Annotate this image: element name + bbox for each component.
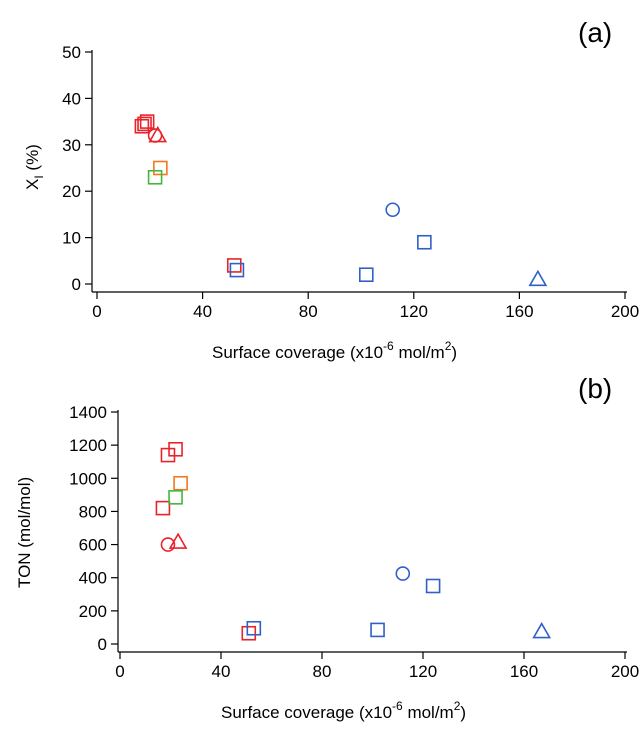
x-tick-label-b-3: 120 bbox=[409, 662, 437, 681]
x-tick-label-a-4: 160 bbox=[505, 302, 533, 321]
points-a bbox=[134, 114, 548, 287]
x-tick-label-a-3: 120 bbox=[400, 302, 428, 321]
data-point-b-9-square bbox=[370, 622, 385, 638]
x-tick-label-b-2: 80 bbox=[313, 662, 332, 681]
x-axis-label-b: Surface coverage (x10-6 mol/m2) bbox=[221, 699, 466, 722]
y-tick-label-a-1: 10 bbox=[62, 229, 81, 248]
y-tick-label-b-0: 0 bbox=[98, 635, 107, 654]
data-point-a-10-circle bbox=[385, 202, 400, 218]
data-point-b-10-circle bbox=[395, 566, 411, 581]
x-axis-label-main-a: Surface coverage (x10 bbox=[212, 343, 383, 362]
x-tick-label-a-1: 40 bbox=[193, 302, 212, 321]
panel-label-b: (b) bbox=[578, 373, 612, 404]
data-point-b-2-square bbox=[168, 441, 183, 457]
x-axis-label-close-a: ) bbox=[451, 343, 457, 362]
y-tick-label-b-4: 800 bbox=[79, 502, 107, 521]
data-point-b-12-triangle bbox=[532, 621, 552, 639]
ticks-b: 0 200 400 600 800 1000 1200 1400 0 40 80 120 160 200 bbox=[69, 403, 639, 681]
x-tick-label-a-0: 0 bbox=[92, 302, 101, 321]
data-point-b-0-square bbox=[155, 500, 171, 516]
data-point-a-2-square bbox=[137, 116, 152, 132]
y-axis-label-rest-a: (%) bbox=[23, 144, 42, 175]
y-tick-label-a-2: 20 bbox=[62, 182, 81, 201]
y-tick-label-a-5: 50 bbox=[62, 43, 81, 62]
data-point-a-1-square bbox=[139, 114, 155, 129]
x-axis-label-unit-exp-a: 2 bbox=[445, 339, 452, 353]
x-axis-label-close-b: ) bbox=[460, 703, 466, 722]
data-point-a-9-square bbox=[358, 267, 374, 283]
data-point-a-7-square bbox=[226, 258, 242, 273]
y-tick-label-a-3: 30 bbox=[62, 136, 81, 155]
data-point-a-11-square bbox=[417, 234, 432, 250]
data-point-b-3-square bbox=[173, 475, 188, 491]
y-tick-label-a-4: 40 bbox=[62, 89, 81, 108]
y-axis-label-a: XI (%) bbox=[23, 144, 46, 190]
data-point-b-7-square bbox=[241, 625, 257, 641]
y-axis-label-main-a: X bbox=[23, 179, 42, 190]
x-axis-label-unit-exp-b: 2 bbox=[454, 699, 461, 713]
x-axis-label-unit-b: mol/m bbox=[403, 703, 454, 722]
data-point-b-11-square bbox=[425, 578, 441, 594]
panel-a: (a) 0 10 20 30 40 50 0 40 80 120 160 200 Surface co… bbox=[23, 17, 639, 362]
x-axis-label-main-b: Surface coverage (x10 bbox=[221, 703, 392, 722]
x-tick-label-a-2: 80 bbox=[299, 302, 318, 321]
x-tick-label-b-4: 160 bbox=[510, 662, 538, 681]
data-point-a-0-square bbox=[134, 118, 150, 134]
y-tick-label-b-2: 400 bbox=[79, 569, 107, 588]
y-tick-label-b-3: 600 bbox=[79, 536, 107, 555]
points-b bbox=[155, 441, 552, 641]
data-point-b-4-square bbox=[168, 490, 183, 505]
panel-b: (b) 0 200 400 600 800 1000 1200 1400 0 40 80 120 160… bbox=[15, 373, 639, 722]
data-point-b-5-circle bbox=[160, 537, 176, 552]
data-point-a-5-square bbox=[153, 160, 168, 176]
y-tick-label-b-7: 1400 bbox=[69, 403, 107, 422]
data-point-a-8-square bbox=[229, 262, 245, 278]
y-tick-label-b-5: 1000 bbox=[69, 469, 107, 488]
x-tick-label-b-1: 40 bbox=[212, 662, 231, 681]
y-tick-label-b-6: 1200 bbox=[69, 436, 107, 455]
x-tick-label-b-0: 0 bbox=[115, 662, 124, 681]
x-axis-label-a: Surface coverage (x10-6 mol/m2) bbox=[212, 339, 457, 362]
y-tick-label-a-0: 0 bbox=[72, 275, 81, 294]
ticks-a: 0 10 20 30 40 50 0 40 80 120 160 200 bbox=[62, 43, 639, 321]
y-tick-label-b-1: 200 bbox=[79, 602, 107, 621]
data-point-a-6-square bbox=[147, 169, 163, 185]
panel-label-a: (a) bbox=[578, 17, 612, 48]
x-axis-label-exp-a: -6 bbox=[383, 339, 394, 353]
data-point-a-4-triangle bbox=[148, 125, 168, 143]
y-axis-label-b: TON (mol/mol) bbox=[15, 477, 34, 588]
data-point-b-6-triangle bbox=[168, 532, 188, 549]
x-axis-label-exp-b: -6 bbox=[392, 699, 403, 713]
data-point-b-8-square bbox=[246, 620, 262, 636]
x-tick-label-a-5: 200 bbox=[611, 302, 639, 321]
x-axis-label-unit-a: mol/m bbox=[394, 343, 445, 362]
data-point-a-12-triangle bbox=[528, 269, 548, 287]
x-tick-label-b-5: 200 bbox=[611, 662, 639, 681]
y-axis-label-sub-a: I bbox=[32, 175, 46, 178]
